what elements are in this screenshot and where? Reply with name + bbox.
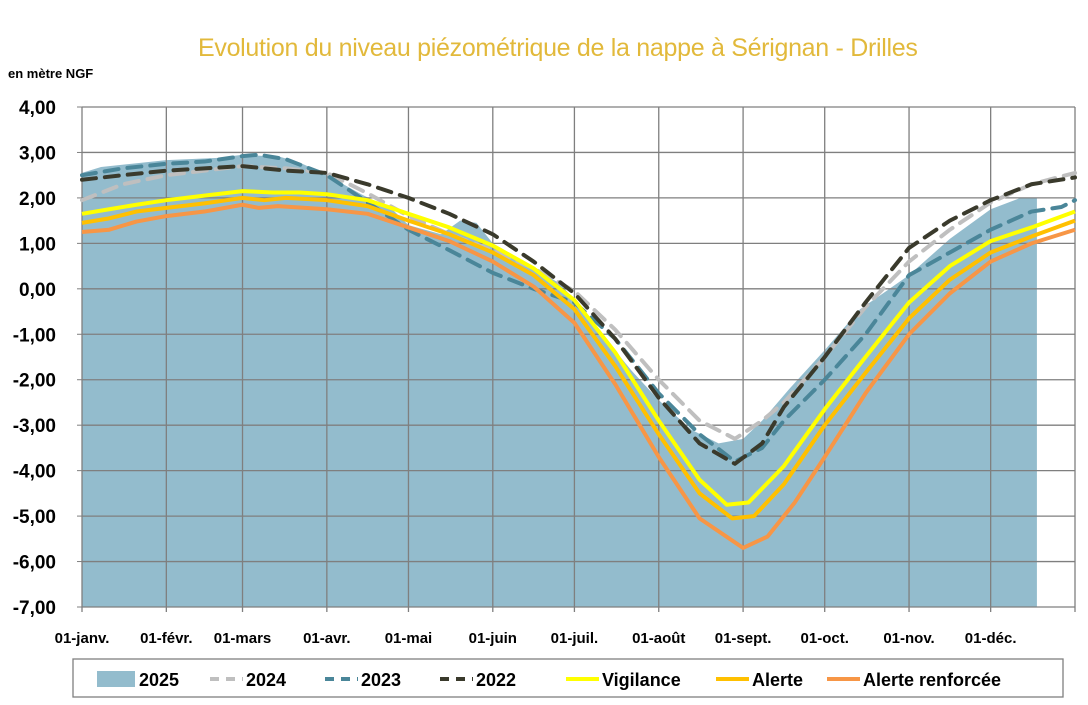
x-tick-label: 01-janv. [55, 630, 110, 647]
legend-label: 2023 [361, 670, 401, 690]
legend-label: 2025 [139, 670, 179, 690]
series-line-vigilance [81, 189, 1076, 507]
y-tick-label: -5,00 [13, 507, 56, 528]
y-tick-label: 0,00 [19, 280, 56, 301]
y-tick-label: 2,00 [19, 189, 56, 210]
y-tick-label: -6,00 [13, 553, 56, 574]
legend-label: 2022 [476, 670, 516, 690]
x-tick-label: 01-août [632, 630, 685, 647]
series-line-alerte [81, 195, 1076, 521]
x-tick-label: 01-mars [214, 630, 272, 647]
legend-label: 2024 [246, 670, 286, 690]
x-tick-label: 01-avr. [303, 630, 351, 647]
legend-box [72, 658, 1064, 698]
series-line-2024 [80, 164, 1077, 441]
y-tick-label: -1,00 [13, 325, 56, 346]
series-line-alerte-renforcée [81, 202, 1076, 550]
x-tick-label: 01-sept. [715, 630, 772, 647]
y-tick-label: -3,00 [13, 416, 56, 437]
series-line-2022 [80, 164, 1077, 466]
legend-label: Vigilance [602, 670, 681, 690]
legend-label: Alerte renforcée [863, 670, 1001, 690]
y-tick-label: 4,00 [19, 98, 56, 119]
y-axis-label: en mètre NGF [8, 66, 94, 81]
series-line-2023 [80, 152, 1077, 464]
x-tick-label: 01-juin [469, 630, 517, 647]
chart-title: Evolution du niveau piézométrique de la … [198, 34, 918, 62]
x-tick-label: 01-mai [385, 630, 433, 647]
series-area-2025 [82, 154, 1037, 607]
y-tick-label: 1,00 [19, 234, 56, 255]
y-tick-label: -4,00 [13, 462, 56, 483]
y-tick-label: 3,00 [19, 143, 56, 164]
y-tick-label: -2,00 [13, 371, 56, 392]
x-tick-label: 01-oct. [801, 630, 849, 647]
x-tick-label: 01-févr. [140, 630, 193, 647]
legend-label: Alerte [752, 670, 803, 690]
x-tick-label: 01-déc. [965, 630, 1017, 647]
x-tick-label: 01-juil. [551, 630, 599, 647]
x-tick-label: 01-nov. [883, 630, 934, 647]
legend-swatch [97, 671, 135, 687]
y-tick-label: -7,00 [13, 598, 56, 619]
